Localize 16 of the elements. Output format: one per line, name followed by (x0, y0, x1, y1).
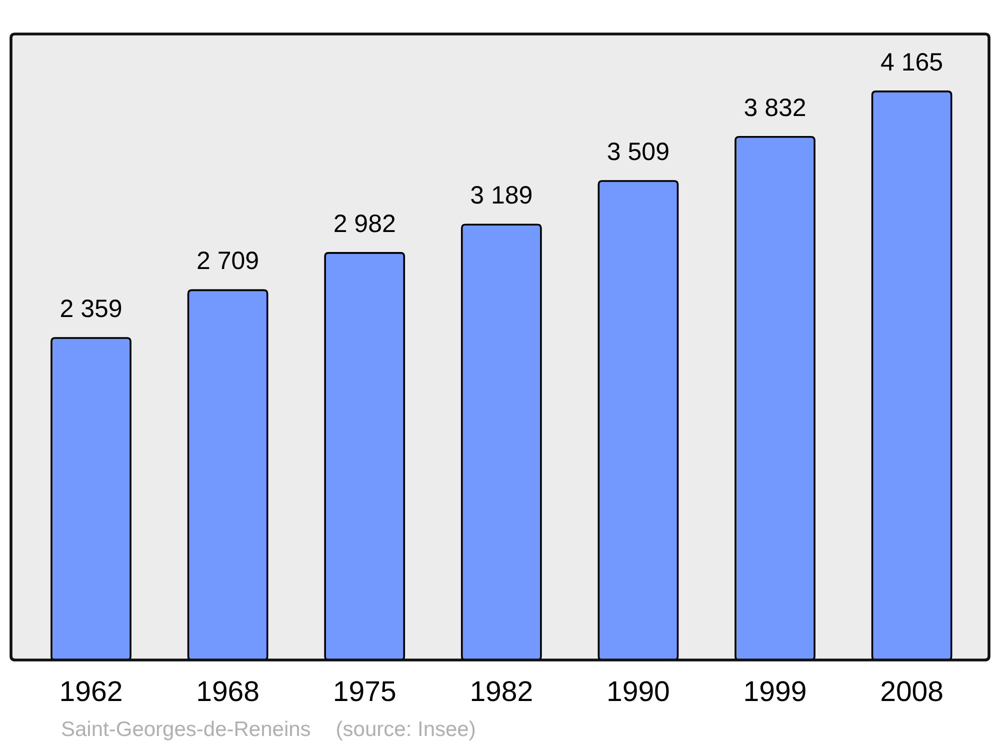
x-tick-label: 1999 (743, 676, 807, 708)
x-tick-label: 1990 (606, 676, 670, 708)
data-label: 3 509 (606, 138, 670, 166)
data-label: 3 832 (744, 94, 806, 122)
x-tick-label: 2008 (880, 676, 944, 708)
data-label: 2 709 (196, 247, 260, 276)
data-label: 2 982 (333, 210, 396, 238)
x-tick-label: 1962 (59, 676, 123, 708)
data-label: 4 165 (880, 48, 944, 76)
data-label: 3 189 (470, 182, 533, 210)
x-tick-label: 1968 (196, 676, 260, 708)
x-tick-label: 1975 (332, 676, 396, 708)
text: (source: Insee) (336, 718, 476, 741)
data-label: 2 359 (60, 294, 122, 323)
text: Saint-Georges-de-Reneins (61, 718, 311, 741)
x-tick-label: 1982 (470, 676, 534, 708)
